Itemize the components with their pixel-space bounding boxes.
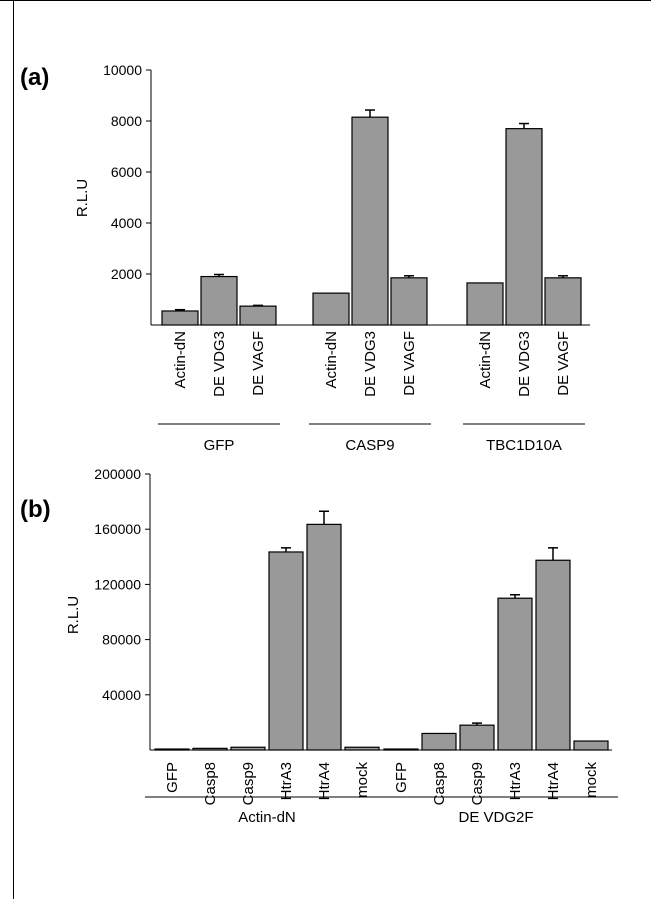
panel-a-bar: [200, 275, 238, 326]
panel-b-group-label: DE VDG2F: [458, 809, 533, 826]
panel-b-bar: [154, 748, 190, 751]
panel-a-y-tick-label: 8000: [111, 113, 142, 129]
panel-b-category-label: HtrA3: [278, 762, 295, 800]
panel-b-bar: [344, 746, 380, 751]
panel-a-ylabel: R.L.U: [74, 179, 91, 217]
panel-a-bar: [505, 128, 543, 326]
frame-top-border: [0, 0, 651, 1]
panel-a-bar: [466, 282, 504, 326]
panel-b-bar: [192, 747, 228, 751]
panel-a-category-label: DE VDG3: [516, 331, 533, 397]
panel-a-group-label: TBC1D10A: [486, 437, 562, 454]
panel-b-y-tick-label: 80000: [102, 632, 141, 648]
panel-a-category-label: DE VAGF: [250, 331, 267, 396]
panel-a-category-label: DE VAGF: [555, 331, 572, 396]
panel-b-bar: [383, 748, 419, 751]
panel-b-category-label: HtrA3: [507, 762, 524, 800]
panel-b-bar: [497, 597, 533, 751]
panel-a-bar: [351, 116, 389, 326]
panel-b-category-label: GFP: [393, 762, 410, 793]
panel-a-category-label: DE VAGF: [401, 331, 418, 396]
panel-b-bar: [535, 559, 571, 751]
panel-a-y-tick-label: 6000: [111, 164, 142, 180]
panel-a-category-label: Actin-dN: [323, 331, 340, 389]
panel-b-y-tick-label: 160000: [94, 521, 141, 537]
panel-b-bar: [268, 551, 304, 751]
panel-b-ylabel: R.L.U: [65, 596, 82, 634]
panel-b-bar: [459, 724, 495, 751]
panel-a-bar: [161, 310, 199, 326]
panel-a-category-label: Actin-dN: [477, 331, 494, 389]
panel-a-y-tick-label: 2000: [111, 266, 142, 282]
panel-a-group-label: CASP9: [345, 437, 394, 454]
panel-b-y-tick-label: 200000: [94, 466, 141, 482]
panel-b-bar: [421, 732, 457, 751]
panel-b-category-label: HtrA4: [545, 762, 562, 800]
panel-a-group-label: GFP: [204, 437, 235, 454]
frame-left-border: [13, 0, 14, 899]
panel-a: (a) R.L.U 2000 4000 6000 8000 10000 Actin-dN D…: [20, 62, 590, 454]
panel-a-bar: [390, 277, 428, 326]
panel-b-category-label: mock: [583, 762, 600, 798]
panel-a-category-label: Actin-dN: [172, 331, 189, 389]
panel-b-category-label: HtrA4: [316, 762, 333, 800]
panel-b-label: (b): [20, 496, 51, 523]
panel-b-group-label: Actin-dN: [238, 809, 296, 826]
panel-b-y-tick-label: 120000: [94, 576, 141, 592]
panel-a-label: (a): [20, 64, 49, 91]
panel-b-bar: [573, 740, 609, 751]
panel-a-category-label: DE VDG3: [362, 331, 379, 397]
panel-b-y-tick-label: 40000: [102, 687, 141, 703]
panel-b-category-label: Casp9: [240, 762, 257, 805]
panel-b-category-label: Casp8: [202, 762, 219, 805]
panel-a-y-tick-label: 10000: [103, 62, 142, 78]
panel-a-y-tick-label: 4000: [111, 215, 142, 231]
panel-a-bar: [239, 305, 277, 326]
panel-a-category-label: DE VDG3: [211, 331, 228, 397]
panel-b-bar: [230, 746, 266, 751]
panel-b-category-label: GFP: [164, 762, 181, 793]
panel-b-category-label: Casp9: [469, 762, 486, 805]
panel-b-category-label: mock: [354, 762, 371, 798]
panel-a-bar: [312, 292, 350, 326]
panel-a-bar: [544, 277, 582, 326]
panel-b: (b) R.L.U 40000 80000 120000 160000 200000 GF…: [20, 466, 618, 826]
panel-b-category-label: Casp8: [431, 762, 448, 805]
panel-b-bar: [306, 523, 342, 751]
